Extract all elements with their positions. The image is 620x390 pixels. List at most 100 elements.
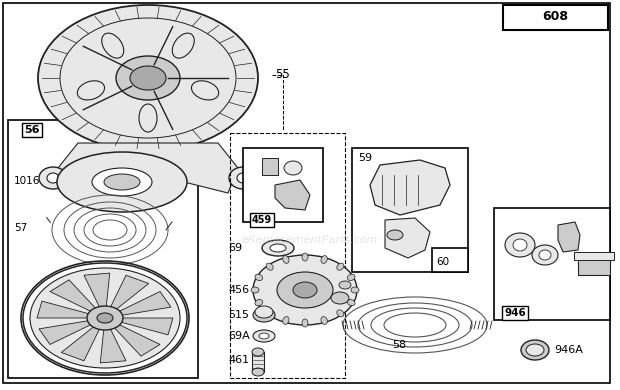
Ellipse shape <box>521 340 549 360</box>
Ellipse shape <box>331 292 349 304</box>
Ellipse shape <box>116 56 180 100</box>
Ellipse shape <box>139 104 157 132</box>
Ellipse shape <box>262 240 294 256</box>
Ellipse shape <box>270 244 286 252</box>
Polygon shape <box>58 143 238 193</box>
Text: 1016: 1016 <box>14 176 40 186</box>
Bar <box>230 133 345 378</box>
Ellipse shape <box>526 344 544 356</box>
Bar <box>352 148 468 272</box>
Ellipse shape <box>252 368 264 376</box>
Text: 69: 69 <box>228 243 242 253</box>
Text: 459: 459 <box>252 215 272 225</box>
Ellipse shape <box>277 272 333 308</box>
Ellipse shape <box>337 310 344 317</box>
Ellipse shape <box>87 306 123 330</box>
Text: 608: 608 <box>542 11 568 23</box>
Ellipse shape <box>321 255 327 263</box>
Text: 56: 56 <box>24 125 40 135</box>
Ellipse shape <box>266 310 273 317</box>
Ellipse shape <box>253 330 275 342</box>
Ellipse shape <box>47 173 59 183</box>
Bar <box>243 148 323 222</box>
Ellipse shape <box>255 274 263 280</box>
Bar <box>574 252 614 260</box>
Ellipse shape <box>283 317 289 324</box>
Ellipse shape <box>97 313 113 323</box>
Ellipse shape <box>237 173 249 183</box>
Ellipse shape <box>252 348 264 356</box>
Polygon shape <box>100 326 126 363</box>
Bar <box>494 208 610 320</box>
Bar <box>578 255 610 275</box>
Text: 946A: 946A <box>554 345 583 355</box>
Ellipse shape <box>255 300 263 306</box>
Ellipse shape <box>302 253 308 261</box>
Ellipse shape <box>92 168 152 196</box>
Ellipse shape <box>30 268 180 368</box>
Text: 69A: 69A <box>228 331 250 341</box>
Ellipse shape <box>539 250 551 260</box>
Bar <box>503 5 608 30</box>
Ellipse shape <box>57 152 187 212</box>
Text: 59: 59 <box>358 153 372 163</box>
Ellipse shape <box>351 287 359 293</box>
Ellipse shape <box>253 255 357 325</box>
Ellipse shape <box>347 300 355 306</box>
Ellipse shape <box>39 167 67 189</box>
Bar <box>262 158 278 175</box>
Bar <box>8 120 198 378</box>
Text: 461: 461 <box>228 355 249 365</box>
Ellipse shape <box>283 255 289 263</box>
Ellipse shape <box>102 33 124 58</box>
Polygon shape <box>39 320 94 344</box>
Ellipse shape <box>302 319 308 327</box>
Ellipse shape <box>60 18 236 138</box>
Bar <box>432 248 468 272</box>
Ellipse shape <box>347 274 355 280</box>
Ellipse shape <box>259 333 269 339</box>
Text: 60: 60 <box>436 257 449 267</box>
Ellipse shape <box>337 263 344 270</box>
Ellipse shape <box>130 66 166 90</box>
Text: 515: 515 <box>228 310 249 320</box>
Ellipse shape <box>387 230 403 240</box>
Ellipse shape <box>253 308 275 322</box>
Ellipse shape <box>192 81 219 100</box>
Ellipse shape <box>23 263 187 373</box>
Polygon shape <box>84 273 110 309</box>
Text: eReplacementParts.com: eReplacementParts.com <box>242 235 378 245</box>
Polygon shape <box>50 280 97 313</box>
Polygon shape <box>275 180 310 210</box>
Ellipse shape <box>321 317 327 324</box>
Ellipse shape <box>532 245 558 265</box>
Polygon shape <box>112 323 160 356</box>
Ellipse shape <box>255 306 273 318</box>
Ellipse shape <box>339 281 351 289</box>
Ellipse shape <box>266 263 273 270</box>
Ellipse shape <box>172 33 194 58</box>
Ellipse shape <box>140 180 156 192</box>
Bar <box>252 352 264 372</box>
Polygon shape <box>117 292 171 316</box>
Ellipse shape <box>104 174 140 190</box>
Text: 946: 946 <box>504 308 526 318</box>
Ellipse shape <box>229 167 257 189</box>
Ellipse shape <box>284 161 302 175</box>
Polygon shape <box>558 222 580 252</box>
Ellipse shape <box>513 239 527 251</box>
Polygon shape <box>37 301 92 318</box>
Text: 456: 456 <box>228 285 249 295</box>
Text: 57: 57 <box>14 223 27 233</box>
Polygon shape <box>385 218 430 258</box>
Ellipse shape <box>38 5 258 151</box>
Text: 58: 58 <box>392 340 406 350</box>
Text: 55: 55 <box>275 69 290 82</box>
Ellipse shape <box>251 287 259 293</box>
Polygon shape <box>61 325 100 361</box>
Ellipse shape <box>293 282 317 298</box>
Polygon shape <box>118 318 173 335</box>
Polygon shape <box>370 160 450 215</box>
Ellipse shape <box>78 81 105 100</box>
Ellipse shape <box>505 233 535 257</box>
